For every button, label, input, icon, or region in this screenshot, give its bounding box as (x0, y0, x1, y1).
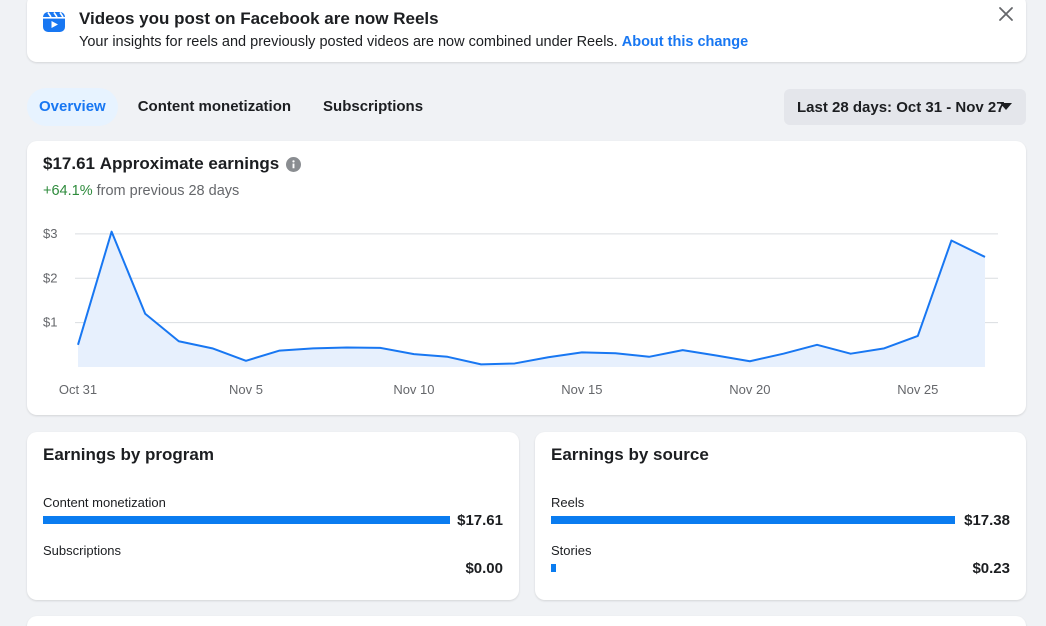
earnings-amount: $17.61 (43, 154, 95, 173)
earnings-title: $17.61 Approximate earnings (43, 154, 302, 174)
approximate-earnings-card: $17.61 Approximate earnings +64.1% from … (27, 141, 1026, 415)
program-value-content-monetization: $17.61 (457, 512, 503, 529)
earnings-change-suffix: from previous 28 days (96, 183, 240, 199)
earnings-line (77, 230, 986, 366)
about-this-change-link[interactable]: About this change (621, 34, 749, 50)
source-bar-stories (551, 564, 557, 572)
program-value-subscriptions: $0.00 (465, 560, 503, 577)
source-value-stories: $0.23 (972, 560, 1010, 577)
earnings-line-chart[interactable]: $1 $2 $3 Oct 31 Nov 5 Nov 10 Nov 15 Nov 20 Nov 2… (27, 141, 1026, 415)
caret-down-icon (1000, 103, 1012, 110)
y-tick-label: $1 (43, 315, 57, 330)
tab-subscriptions[interactable]: Subscriptions (323, 98, 424, 115)
program-label-subscriptions: Subscriptions (43, 543, 122, 558)
y-tick-label: $2 (43, 270, 57, 285)
x-tick-label: Nov 15 (561, 382, 602, 397)
banner-title: Videos you post on Facebook are now Reel… (79, 9, 439, 28)
source-label-reels: Reels (551, 495, 585, 510)
insights-tabs: Overview Content monetization Subscripti… (27, 88, 443, 126)
x-tick-label: Nov 10 (393, 382, 434, 397)
earnings-area (78, 231, 985, 367)
earnings-by-source-card: Earnings by source Reels $17.38 Stories … (535, 432, 1026, 600)
close-icon[interactable] (996, 4, 1016, 24)
x-tick-label: Nov 5 (229, 382, 263, 397)
reels-icon (43, 12, 65, 32)
x-tick-label: Nov 25 (897, 382, 938, 397)
earnings-by-source-title: Earnings by source (551, 445, 709, 464)
source-bar-reels (551, 516, 955, 524)
source-label-stories: Stories (551, 543, 592, 558)
info-icon[interactable] (286, 156, 302, 172)
x-tick-label: Nov 20 (729, 382, 770, 397)
earnings-by-program-title: Earnings by program (43, 445, 214, 464)
y-tick-label: $3 (43, 226, 57, 241)
tab-overview[interactable]: Overview (27, 88, 118, 126)
next-card (27, 616, 1026, 626)
tab-content-monetization[interactable]: Content monetization (137, 98, 292, 115)
source-value-reels: $17.38 (964, 512, 1010, 529)
earnings-by-program-card: Earnings by program Content monetization… (27, 432, 519, 600)
earnings-title-label: Approximate earnings (99, 154, 280, 173)
banner-description: Your insights for reels and previously p… (79, 34, 748, 50)
reels-banner: Videos you post on Facebook are now Reel… (27, 0, 1026, 62)
earnings-change: +64.1% from previous 28 days (43, 183, 239, 199)
program-label-content-monetization: Content monetization (43, 495, 166, 510)
earnings-change-percent: +64.1% (43, 183, 93, 199)
date-range-label: Last 28 days: Oct 31 - Nov 27 (797, 98, 1005, 116)
banner-description-text: Your insights for reels and previously p… (79, 34, 618, 50)
date-range-dropdown[interactable]: Last 28 days: Oct 31 - Nov 27 (784, 89, 1026, 125)
x-tick-label: Oct 31 (59, 382, 97, 397)
program-bar-content-monetization (43, 516, 450, 524)
